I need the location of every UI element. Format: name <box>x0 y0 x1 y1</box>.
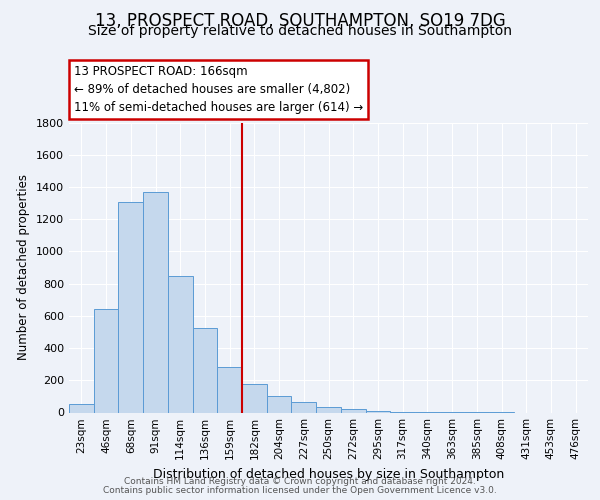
Bar <box>242 384 267 412</box>
Text: Size of property relative to detached houses in Southampton: Size of property relative to detached ho… <box>88 24 512 38</box>
X-axis label: Distribution of detached houses by size in Southampton: Distribution of detached houses by size … <box>153 468 504 481</box>
Bar <box>316 408 341 412</box>
Bar <box>143 192 168 412</box>
Bar <box>292 402 316 412</box>
Bar <box>365 411 390 412</box>
Text: 13 PROSPECT ROAD: 166sqm
← 89% of detached houses are smaller (4,802)
11% of sem: 13 PROSPECT ROAD: 166sqm ← 89% of detach… <box>74 65 364 114</box>
Bar <box>168 276 193 412</box>
Bar <box>118 202 143 412</box>
Bar <box>217 368 242 412</box>
Bar <box>193 328 217 412</box>
Text: Contains public sector information licensed under the Open Government Licence v3: Contains public sector information licen… <box>103 486 497 495</box>
Bar <box>69 404 94 412</box>
Bar <box>267 396 292 412</box>
Text: Contains HM Land Registry data © Crown copyright and database right 2024.: Contains HM Land Registry data © Crown c… <box>124 477 476 486</box>
Bar <box>94 308 118 412</box>
Text: 13, PROSPECT ROAD, SOUTHAMPTON, SO19 7DG: 13, PROSPECT ROAD, SOUTHAMPTON, SO19 7DG <box>95 12 505 30</box>
Bar <box>341 410 365 412</box>
Y-axis label: Number of detached properties: Number of detached properties <box>17 174 31 360</box>
